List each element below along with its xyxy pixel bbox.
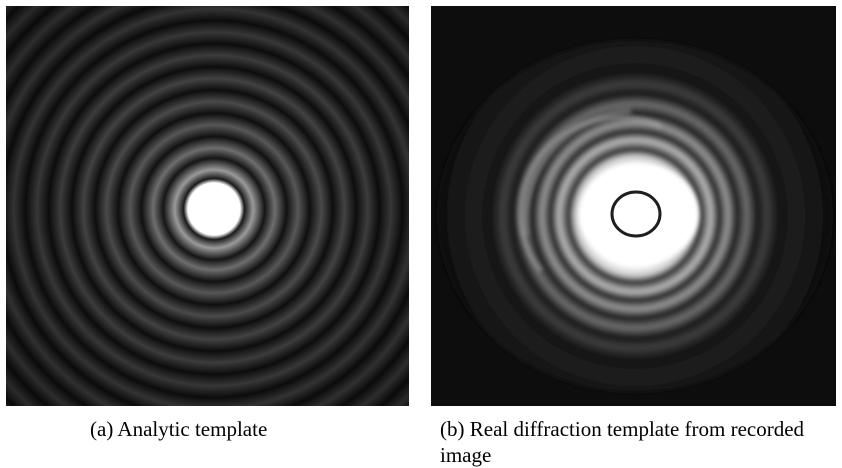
analytic-template-image (6, 6, 409, 406)
real-diffraction-template-image (431, 6, 836, 406)
recorded-diffraction-graphic (431, 6, 836, 406)
caption-a: (a) Analytic template (90, 417, 268, 441)
analytic-rings-graphic (6, 6, 409, 406)
caption-b: (b) Real diffraction template from recor… (440, 417, 805, 467)
